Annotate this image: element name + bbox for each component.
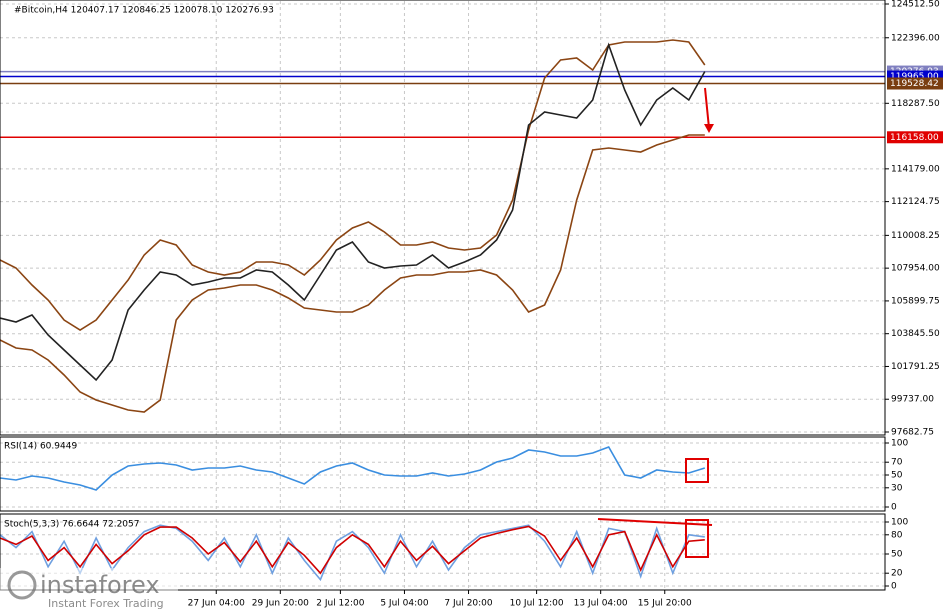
y-tick-label: 103845.50 bbox=[891, 329, 940, 339]
watermark-brand: instaforex bbox=[40, 571, 160, 599]
watermark-logo bbox=[7, 570, 37, 600]
price-box-label: 119965.00 bbox=[890, 72, 939, 82]
x-tick-label: 10 Jul 12:00 bbox=[510, 599, 564, 609]
series-line bbox=[0, 525, 705, 575]
watermark: instaforex Instant Forex Trading bbox=[0, 568, 178, 614]
y-tick-label: 20 bbox=[891, 569, 903, 579]
y-tick-label: 101791.25 bbox=[891, 362, 940, 372]
series-line bbox=[0, 524, 705, 582]
stoch-highlight bbox=[685, 519, 709, 558]
price-box-label: 119528.42 bbox=[890, 79, 939, 89]
stoch-frame bbox=[0, 513, 886, 591]
main-frame bbox=[0, 0, 886, 436]
panel-title: Stoch(5,3,3) 76.6644 72.2057 bbox=[4, 520, 139, 530]
y-tick-label: 122396.00 bbox=[891, 33, 940, 43]
y-tick-label: 0 bbox=[891, 503, 897, 513]
y-tick-label: 99737.00 bbox=[891, 395, 934, 405]
y-tick-label: 118287.50 bbox=[891, 99, 940, 109]
down-arrow bbox=[704, 87, 710, 129]
y-tick-label: 30 bbox=[891, 483, 903, 493]
y-tick-label: 107954.00 bbox=[891, 264, 940, 274]
y-tick-label: 97682.75 bbox=[891, 428, 934, 438]
series-line bbox=[0, 39, 706, 331]
panel-title: RSI(14) 60.9449 bbox=[4, 442, 77, 452]
x-tick-label: 27 Jun 04:00 bbox=[188, 599, 245, 609]
y-tick-label: 100 bbox=[891, 518, 908, 528]
rsi-highlight bbox=[685, 458, 709, 483]
y-tick-label: 80 bbox=[891, 530, 903, 540]
y-tick-label: 50 bbox=[891, 550, 903, 560]
price-box-label: 116158.00 bbox=[890, 133, 939, 143]
x-tick-label: 2 Jul 12:00 bbox=[316, 599, 365, 609]
price-box bbox=[887, 131, 943, 144]
arrow-head bbox=[704, 124, 714, 133]
series-line bbox=[0, 42, 706, 382]
x-tick-label: 15 Jul 20:00 bbox=[638, 599, 692, 609]
y-tick-label: 105899.75 bbox=[891, 296, 940, 306]
x-tick-label: 13 Jul 04:00 bbox=[574, 599, 628, 609]
y-tick-label: 110008.25 bbox=[891, 231, 940, 241]
x-tick-label: 29 Jun 20:00 bbox=[252, 599, 309, 609]
y-tick-label: 124512.50 bbox=[891, 0, 940, 10]
series-line bbox=[0, 446, 706, 491]
rsi-frame bbox=[0, 436, 886, 512]
price-box bbox=[887, 77, 943, 90]
y-tick-label: 0 bbox=[891, 582, 897, 592]
y-tick-label: 70 bbox=[891, 458, 903, 468]
y-tick-label: 112124.75 bbox=[891, 197, 940, 207]
watermark-tagline: Instant Forex Trading bbox=[48, 597, 164, 610]
x-tick-label: 5 Jul 04:00 bbox=[380, 599, 429, 609]
stoch-trendline bbox=[597, 518, 713, 526]
y-tick-label: 50 bbox=[891, 471, 903, 481]
y-tick-label: 100 bbox=[891, 439, 908, 449]
y-tick-label: 114179.00 bbox=[891, 164, 940, 174]
series-line bbox=[0, 134, 705, 413]
panel-title: #Bitcoin,H4 120407.17 120846.25 120078.1… bbox=[14, 6, 274, 16]
x-tick-label: 7 Jul 20:00 bbox=[444, 599, 493, 609]
